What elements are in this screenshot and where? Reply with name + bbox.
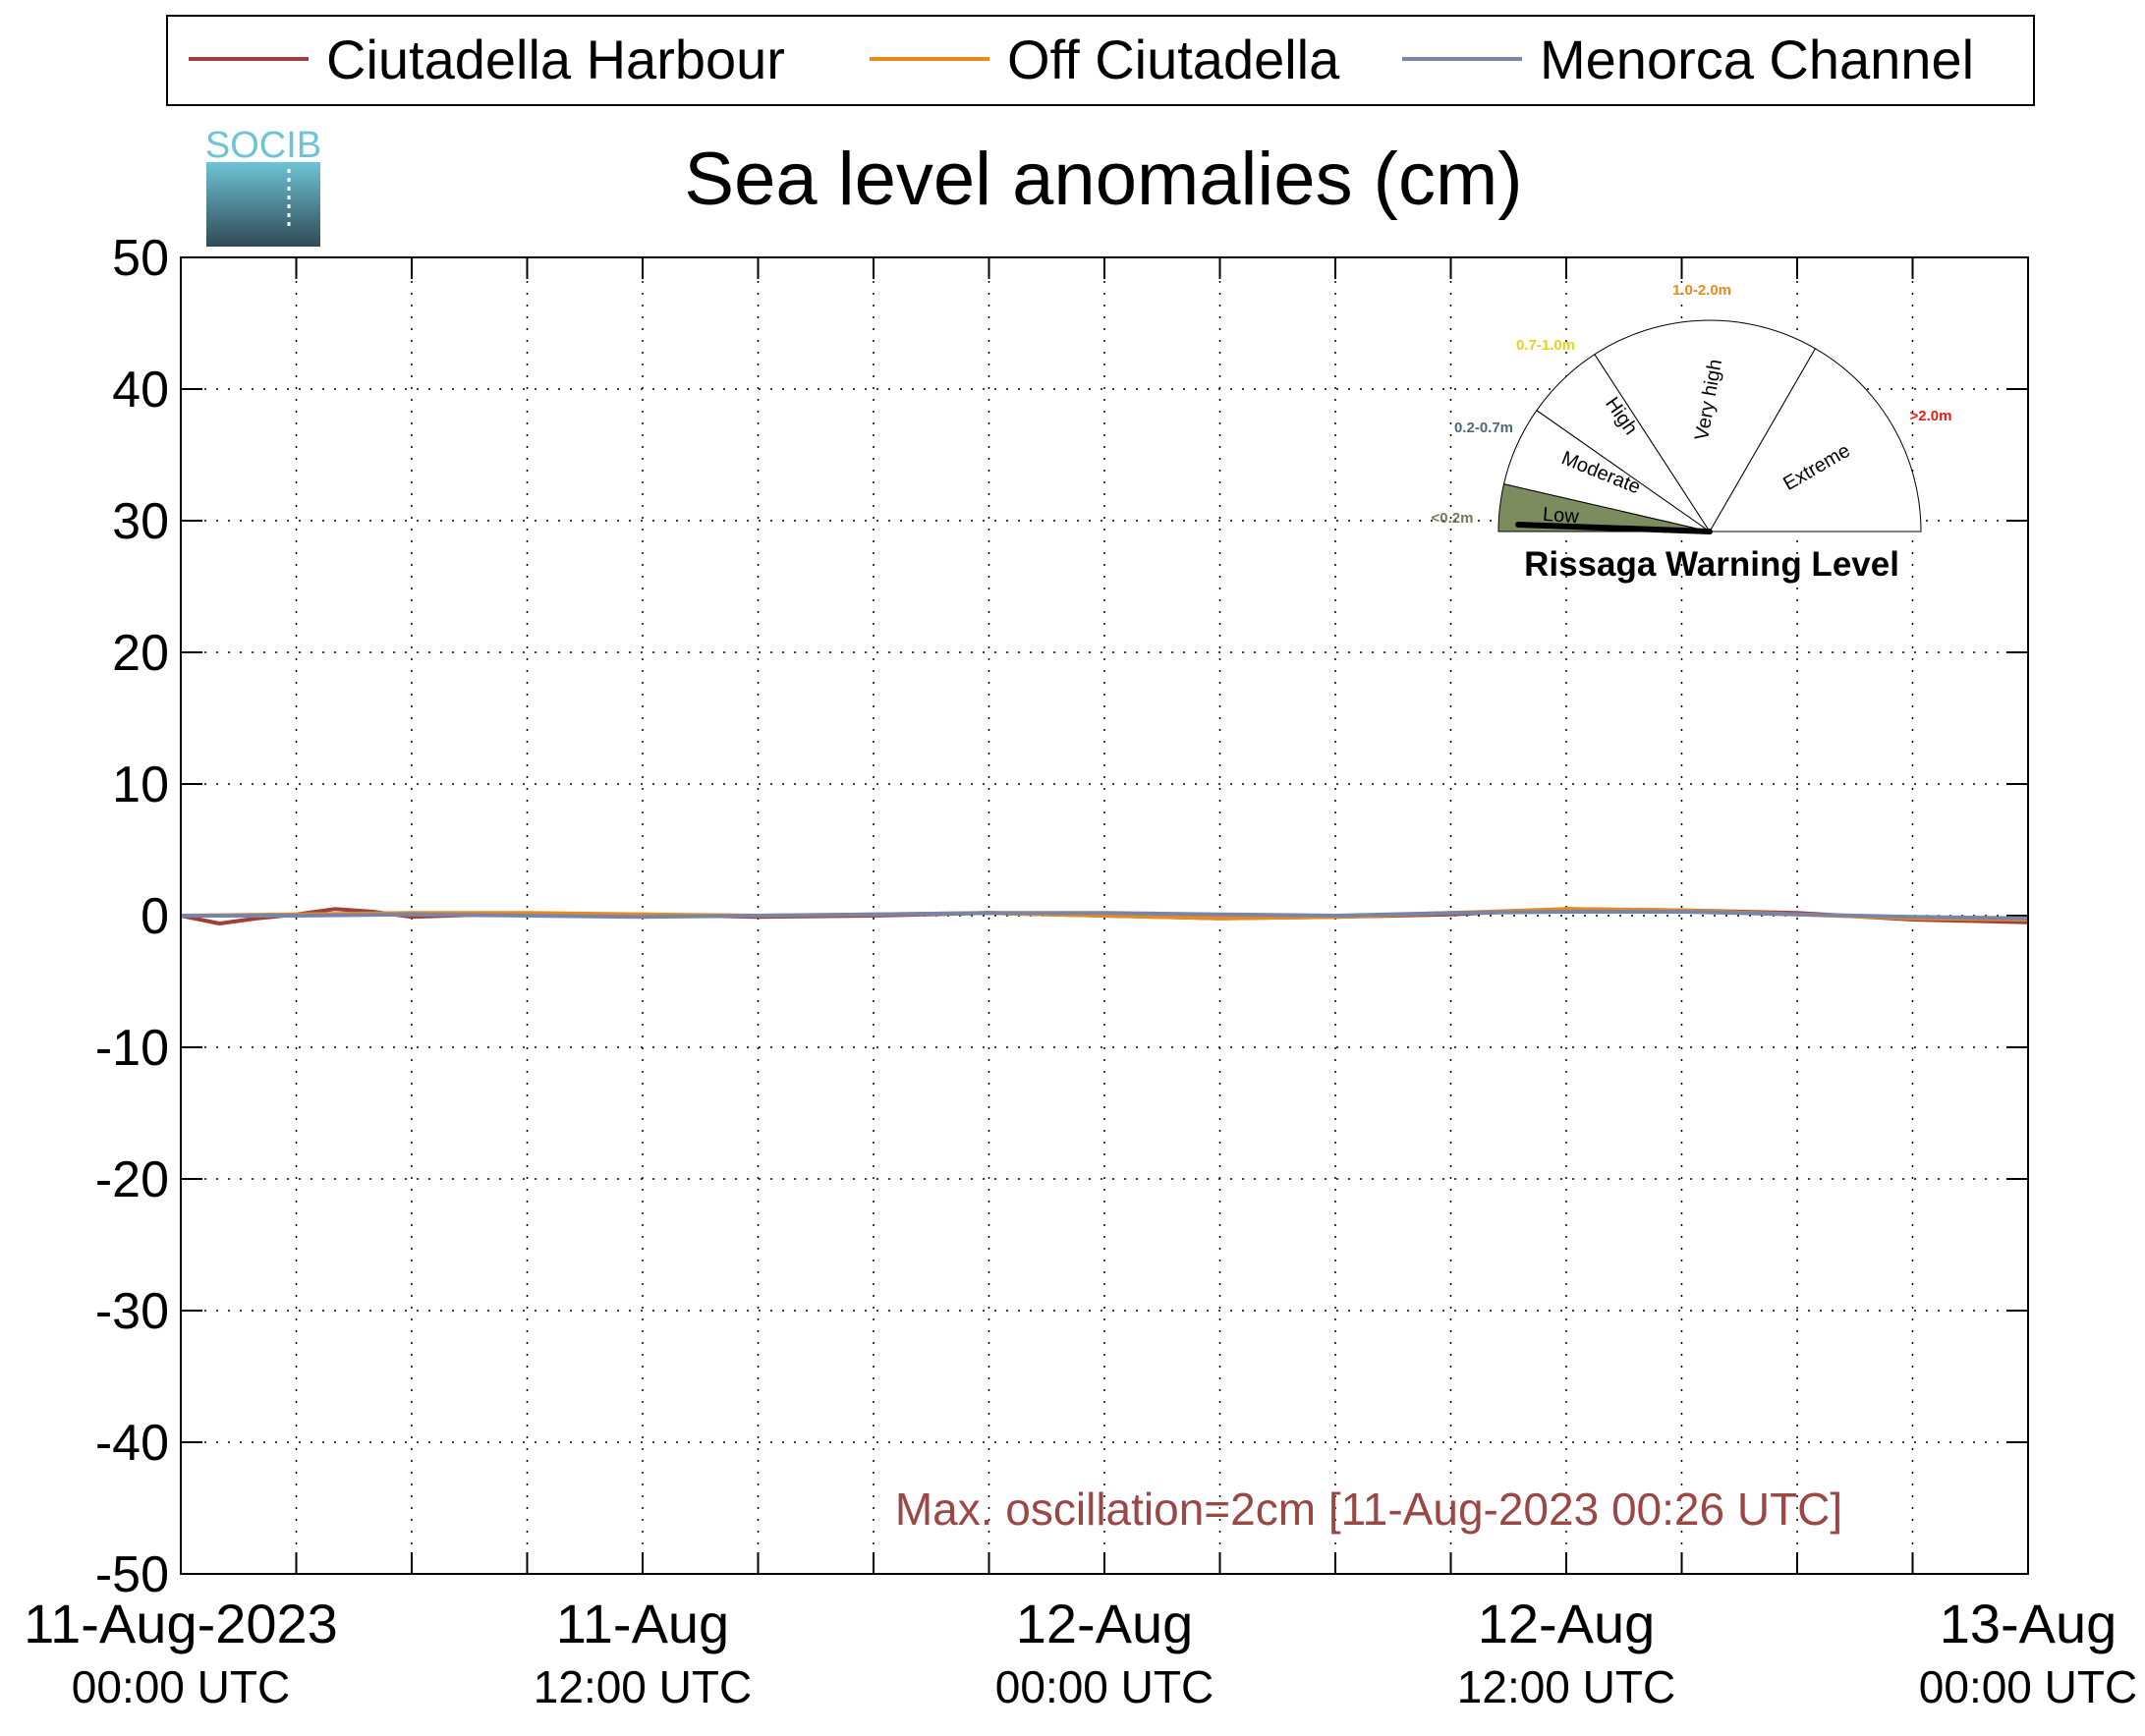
- x-tick-label-time: 00:00 UTC: [1919, 1661, 2137, 1712]
- plot-frame: [180, 256, 2029, 1575]
- series-lines: [180, 907, 2029, 925]
- legend-label-1: Ciutadella Harbour: [326, 28, 785, 90]
- gauge-range-label-5: >2.0m: [1910, 408, 1952, 424]
- chart-title: Sea level anomalies (cm): [684, 138, 1522, 221]
- y-tick-label: 50: [112, 230, 169, 287]
- axis-ticks: [181, 256, 2028, 1575]
- x-tick-label-time: 12:00 UTC: [1457, 1661, 1675, 1712]
- y-tick-label: 10: [112, 756, 169, 813]
- y-tick-label: -30: [95, 1283, 169, 1340]
- x-tick-label-date: 13-Aug: [1940, 1593, 2117, 1654]
- y-tick-label: 0: [141, 888, 169, 945]
- gauge-segment-4: [1594, 319, 1817, 532]
- x-tick-label-time: 00:00 UTC: [72, 1661, 290, 1712]
- y-axis-labels: 50 40 30 20 10 0 -10 -20 -30 -40 -50: [95, 230, 169, 1603]
- gauge-range-label-2: 0.2-0.7m: [1454, 420, 1513, 436]
- y-tick-label: -20: [95, 1151, 169, 1208]
- logo-text: SOCIB: [205, 125, 321, 166]
- y-tick-label: 30: [112, 493, 169, 550]
- x-tick-label-time: 00:00 UTC: [995, 1661, 1214, 1712]
- x-tick-label-date: 12-Aug: [1478, 1593, 1656, 1654]
- y-tick-label: 20: [112, 625, 169, 682]
- x-tick-label-time: 12:00 UTC: [534, 1661, 752, 1712]
- series-line-3: [181, 910, 2029, 921]
- legend-label-2: Off Ciutadella: [1007, 28, 1340, 90]
- gauge-range-label-3: 0.7-1.0m: [1516, 337, 1575, 354]
- y-tick-label: -50: [95, 1546, 169, 1603]
- legend-label-3: Menorca Channel: [1540, 28, 1974, 90]
- gauge-segment-5: [1709, 348, 1922, 532]
- x-axis-labels: 11-Aug-2023 00:00 UTC 11-Aug 12:00 UTC 12-Au…: [24, 1593, 2137, 1712]
- y-tick-label: -40: [95, 1415, 169, 1472]
- x-tick-label-date: 11-Aug-2023: [24, 1593, 338, 1654]
- gauge-range-label-1: <0.2m: [1432, 510, 1474, 527]
- logo-panel: [206, 162, 320, 247]
- gauge-needle: [1515, 522, 1713, 534]
- x-tick-label-date: 11-Aug: [556, 1593, 729, 1654]
- legend: Ciutadella Harbour Off Ciutadella Menorca …: [166, 15, 2035, 106]
- x-tick-label-date: 12-Aug: [1016, 1593, 1194, 1654]
- max-oscillation-annotation: Max. oscillation=2cm [11-Aug-2023 00:26 …: [895, 1484, 1842, 1535]
- gauge-title: Rissaga Warning Level: [1524, 545, 1899, 584]
- y-tick-label: -10: [95, 1020, 169, 1077]
- socib-logo: SOCIB: [205, 125, 321, 247]
- legend-box: [166, 15, 2035, 106]
- gauge-range-label-4: 1.0-2.0m: [1672, 282, 1731, 299]
- y-tick-label: 40: [112, 362, 169, 419]
